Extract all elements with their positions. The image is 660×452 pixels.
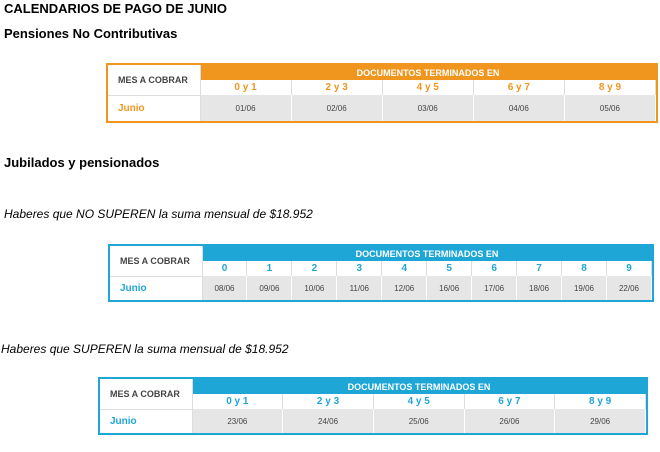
digit-header: 7: [516, 261, 562, 276]
digit-header: 2 y 3: [282, 394, 374, 409]
calendar-table-superen: MES A COBRAR DOCUMENTOS TERMINADOS EN 0 …: [98, 377, 648, 435]
digit-header: 4 y 5: [382, 80, 474, 95]
calendar-table-pensiones: MES A COBRAR DOCUMENTOS TERMINADOS EN 0 …: [106, 63, 658, 123]
mes-header: MES A COBRAR: [110, 246, 203, 277]
date-cell: 22/06: [606, 276, 653, 300]
date-cell: 29/06: [554, 409, 646, 433]
digit-header: 0: [202, 261, 248, 276]
digit-header: 6: [471, 261, 518, 276]
digit-header: 0 y 1: [192, 394, 284, 409]
digit-header: 9: [606, 261, 653, 276]
docs-header: DOCUMENTOS TERMINADOS EN: [202, 246, 652, 261]
date-cell: 25/06: [373, 409, 465, 433]
digit-header: 8 y 9: [554, 394, 646, 409]
digit-header: 8: [561, 261, 607, 276]
digit-header: 0 y 1: [200, 80, 292, 95]
month-label: Junio: [108, 95, 201, 121]
digit-header: 4: [381, 261, 428, 276]
note-superen: Haberes que SUPEREN la suma mensual de $…: [1, 342, 289, 356]
digit-header: 3: [336, 261, 383, 276]
date-cell: 03/06: [382, 95, 474, 121]
date-cell: 05/06: [564, 95, 657, 121]
date-cell: 23/06: [192, 409, 284, 433]
date-cell: 12/06: [381, 276, 428, 300]
date-cell: 02/06: [291, 95, 383, 121]
date-cell: 08/06: [202, 276, 248, 300]
date-cell: 01/06: [200, 95, 292, 121]
page-title: CALENDARIOS DE PAGO DE JUNIO: [4, 1, 227, 16]
date-cell: 16/06: [426, 276, 473, 300]
digit-header: 8 y 9: [564, 80, 657, 95]
section-heading-jubilados: Jubilados y pensionados: [4, 155, 160, 170]
date-cell: 19/06: [561, 276, 607, 300]
digit-header: 2 y 3: [291, 80, 383, 95]
date-cell: 09/06: [246, 276, 293, 300]
date-cell: 10/06: [291, 276, 338, 300]
month-label: Junio: [110, 276, 203, 300]
docs-header: DOCUMENTOS TERMINADOS EN: [200, 65, 656, 80]
docs-header: DOCUMENTOS TERMINADOS EN: [192, 379, 646, 394]
date-cell: 04/06: [473, 95, 565, 121]
digit-header: 6 y 7: [464, 394, 556, 409]
digit-header: 2: [291, 261, 338, 276]
mes-header: MES A COBRAR: [108, 65, 201, 96]
month-label: Junio: [100, 409, 193, 433]
digit-header: 5: [426, 261, 473, 276]
mes-header: MES A COBRAR: [100, 379, 193, 410]
date-cell: 17/06: [471, 276, 518, 300]
digit-header: 1: [246, 261, 293, 276]
date-cell: 18/06: [516, 276, 562, 300]
date-cell: 24/06: [282, 409, 374, 433]
digit-header: 6 y 7: [473, 80, 565, 95]
section-heading-pensiones: Pensiones No Contributivas: [4, 26, 178, 41]
date-cell: 26/06: [464, 409, 556, 433]
note-no-superen: Haberes que NO SUPEREN la suma mensual d…: [4, 207, 313, 221]
date-cell: 11/06: [336, 276, 383, 300]
digit-header: 4 y 5: [373, 394, 465, 409]
